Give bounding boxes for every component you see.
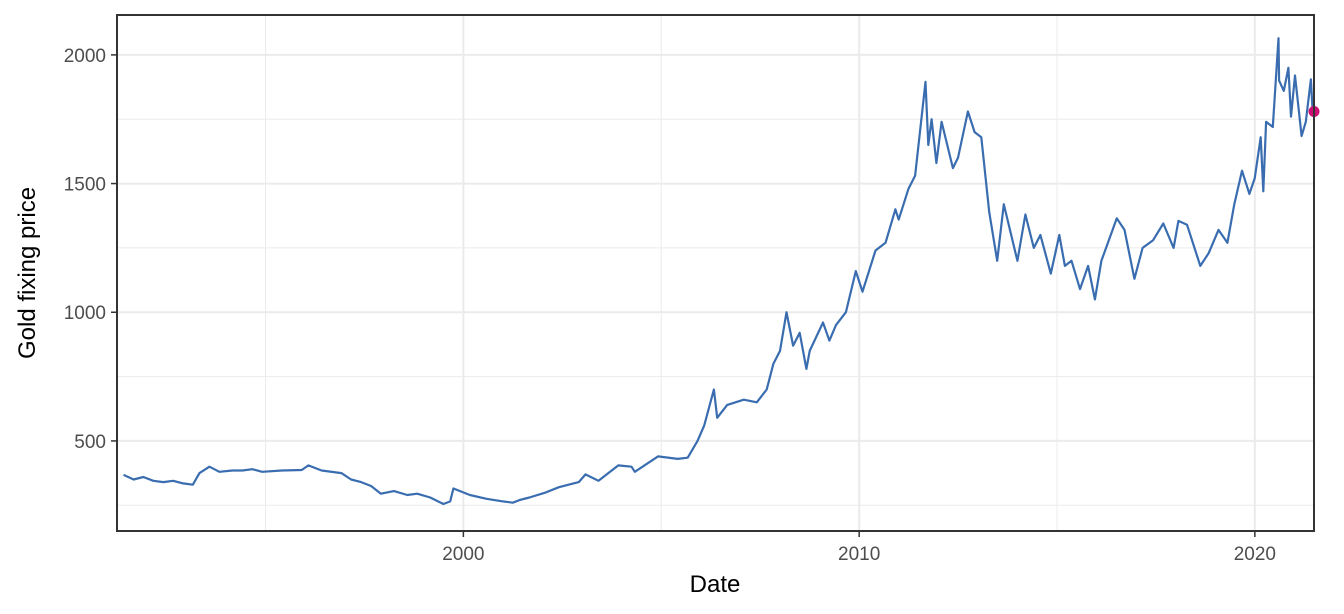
y-tick-label: 2000 xyxy=(64,46,106,67)
series-layer xyxy=(123,37,1315,506)
y-tick-label: 1500 xyxy=(64,175,106,196)
x-tick-label: 2020 xyxy=(1234,544,1276,565)
minor-gridlines xyxy=(117,15,1314,531)
y-tick-label: 500 xyxy=(74,432,106,453)
series-line xyxy=(123,37,1315,506)
x-tick-label: 2010 xyxy=(838,544,880,565)
y-tick-label: 1000 xyxy=(64,303,106,324)
y-axis-title: Gold fixing price xyxy=(14,187,41,359)
y-axis-ticks: 500 1000 1500 2000 xyxy=(64,46,117,453)
x-axis-ticks: 2000 2010 2020 xyxy=(442,531,1276,565)
x-axis-title: Date xyxy=(690,571,741,598)
x-tick-label: 2000 xyxy=(442,544,484,565)
panel-background xyxy=(117,15,1314,531)
major-gridlines xyxy=(117,15,1314,531)
panel-frame xyxy=(116,14,1315,532)
